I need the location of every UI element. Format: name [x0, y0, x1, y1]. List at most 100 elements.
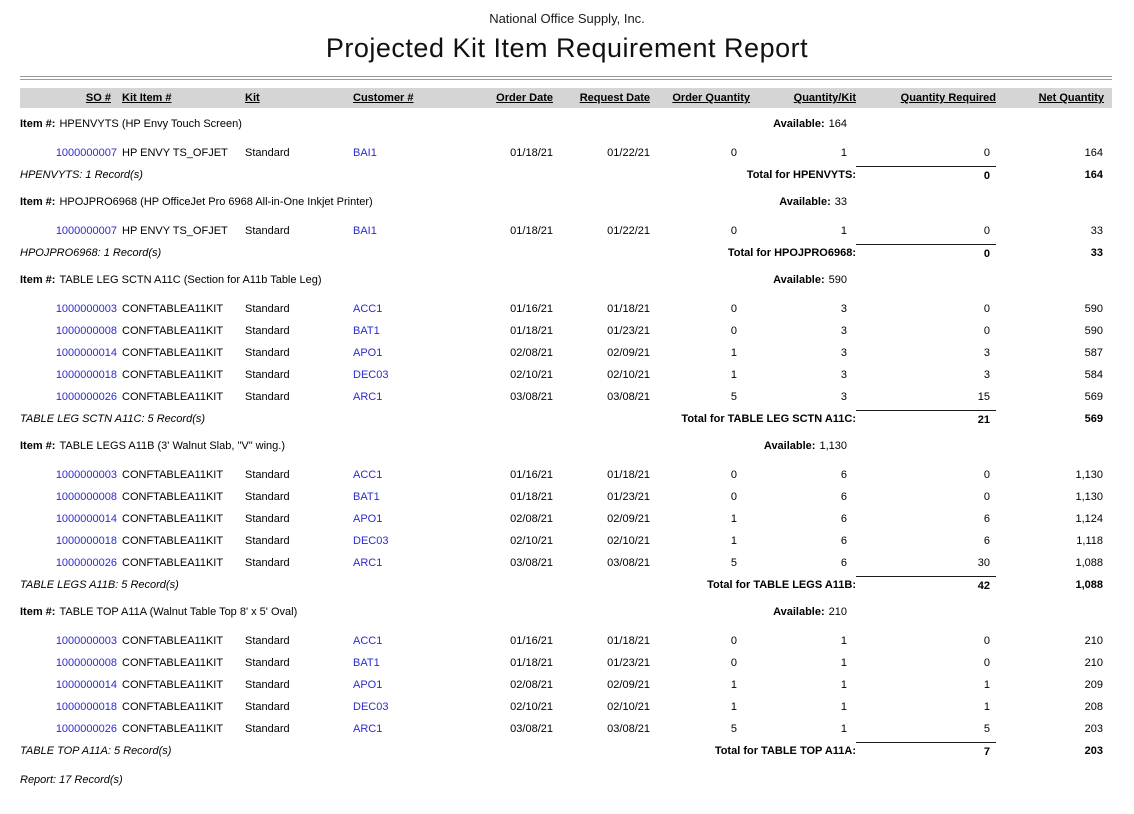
available-quantity: Available: 33 [650, 196, 856, 208]
customer-link[interactable]: APO1 [353, 347, 383, 359]
customer-link[interactable]: BAI1 [353, 225, 377, 237]
table-row: 1000000007 HP ENVY TS_OFJET Standard BAI1 01… [20, 142, 1134, 164]
so-link[interactable]: 1000000014 [55, 513, 117, 525]
group-total-row: TABLE LEGS A11B: 5 Record(s) Total for TA… [20, 574, 1134, 596]
order-quantity-cell: 1 [730, 535, 737, 547]
net-quantity-cell: 584 [1084, 369, 1103, 381]
net-quantity-cell: 210 [1084, 657, 1103, 669]
group-total-label: Total for TABLE LEG SCTN A11C: [681, 413, 856, 425]
order-date-cell: 01/16/21 [510, 303, 553, 315]
item-number-label: Item #: [20, 196, 56, 208]
customer-link[interactable]: DEC03 [353, 535, 389, 547]
company-name: National Office Supply, Inc. [489, 11, 645, 26]
table-row: 1000000026 CONFTABLEA11KIT Standard ARC1 03/… [20, 718, 1134, 740]
kit-item-cell: HP ENVY TS_OFJET [122, 147, 228, 159]
customer-link[interactable]: APO1 [353, 679, 383, 691]
quantity-per-kit-cell: 1 [840, 225, 847, 237]
so-link[interactable]: 1000000018 [55, 701, 117, 713]
quantity-per-kit-cell: 6 [840, 535, 847, 547]
order-date-cell: 02/10/21 [510, 369, 553, 381]
report-body: Item #: HPENVYTS (HP Envy Touch Screen) Av… [0, 112, 1134, 762]
customer-link[interactable]: BAI1 [353, 147, 377, 159]
group-total-net: 203 [1084, 745, 1103, 757]
kit-item-cell: CONFTABLEA11KIT [122, 535, 224, 547]
item-number-value: HPENVYTS (HP Envy Touch Screen) [59, 118, 242, 130]
quantity-per-kit-cell: 1 [840, 701, 847, 713]
item-number-value: TABLE LEG SCTN A11C (Section for A11b Ta… [59, 274, 322, 286]
col-header-net-quantity: Net Quantity [1038, 92, 1104, 104]
available-value: 590 [828, 274, 847, 286]
so-link[interactable]: 1000000014 [55, 347, 117, 359]
net-quantity-cell: 587 [1084, 347, 1103, 359]
customer-link[interactable]: ACC1 [353, 303, 383, 315]
table-row: 1000000018 CONFTABLEA11KIT Standard DEC03 02… [20, 696, 1134, 718]
customer-link[interactable]: ARC1 [353, 557, 383, 569]
customer-link[interactable]: BAT1 [353, 325, 380, 337]
kit-item-cell: CONFTABLEA11KIT [122, 491, 224, 503]
order-quantity-cell: 0 [730, 325, 737, 337]
kit-type-cell: Standard [245, 347, 290, 359]
kit-item-cell: CONFTABLEA11KIT [122, 679, 224, 691]
customer-link[interactable]: DEC03 [353, 369, 389, 381]
item-header-row: Item #: TABLE TOP A11A (Walnut Table Top … [20, 600, 1134, 624]
item-header-row: Item #: TABLE LEG SCTN A11C (Section for … [20, 268, 1134, 292]
so-link[interactable]: 1000000003 [55, 469, 117, 481]
order-quantity-cell: 0 [730, 635, 737, 647]
request-date-cell: 01/23/21 [607, 491, 650, 503]
so-link[interactable]: 1000000014 [55, 679, 117, 691]
net-quantity-cell: 1,130 [1075, 491, 1103, 503]
quantity-per-kit-cell: 1 [840, 679, 847, 691]
order-date-cell: 02/08/21 [510, 679, 553, 691]
kit-type-cell: Standard [245, 679, 290, 691]
customer-link[interactable]: ARC1 [353, 391, 383, 403]
so-link[interactable]: 1000000018 [55, 369, 117, 381]
col-header-customer: Customer # [353, 92, 414, 104]
request-date-cell: 02/09/21 [607, 679, 650, 691]
quantity-required-cell: 1 [983, 701, 990, 713]
so-link[interactable]: 1000000003 [55, 303, 117, 315]
group-total-net: 569 [1084, 413, 1103, 425]
so-link[interactable]: 1000000007 [55, 225, 117, 237]
so-link[interactable]: 1000000018 [55, 535, 117, 547]
so-link[interactable]: 1000000008 [55, 657, 117, 669]
order-quantity-cell: 5 [730, 723, 737, 735]
request-date-cell: 01/18/21 [607, 303, 650, 315]
kit-type-cell: Standard [245, 147, 290, 159]
customer-link[interactable]: APO1 [353, 513, 383, 525]
so-link[interactable]: 1000000007 [55, 147, 117, 159]
quantity-per-kit-cell: 1 [840, 635, 847, 647]
customer-link[interactable]: BAT1 [353, 491, 380, 503]
order-quantity-cell: 1 [730, 701, 737, 713]
so-link[interactable]: 1000000026 [55, 723, 117, 735]
customer-link[interactable]: BAT1 [353, 657, 380, 669]
kit-item-cell: CONFTABLEA11KIT [122, 325, 224, 337]
group-rows: 1000000003 CONFTABLEA11KIT Standard ACC1 01/… [0, 298, 1134, 408]
net-quantity-cell: 208 [1084, 701, 1103, 713]
order-date-cell: 03/08/21 [510, 723, 553, 735]
customer-link[interactable]: ARC1 [353, 723, 383, 735]
so-link[interactable]: 1000000026 [55, 557, 117, 569]
item-heading: Item #: HPOJPRO6968 (HP OfficeJet Pro 696… [20, 196, 650, 208]
customer-link[interactable]: DEC03 [353, 701, 389, 713]
quantity-required-cell: 0 [983, 657, 990, 669]
so-link[interactable]: 1000000003 [55, 635, 117, 647]
group-rows: 1000000003 CONFTABLEA11KIT Standard ACC1 01/… [0, 630, 1134, 740]
order-date-cell: 02/08/21 [510, 347, 553, 359]
item-header-row: Item #: HPENVYTS (HP Envy Touch Screen) Av… [20, 112, 1134, 136]
request-date-cell: 01/22/21 [607, 147, 650, 159]
so-link[interactable]: 1000000008 [55, 325, 117, 337]
item-number-value: HPOJPRO6968 (HP OfficeJet Pro 6968 All-i… [59, 196, 373, 208]
customer-link[interactable]: ACC1 [353, 469, 383, 481]
net-quantity-cell: 33 [1090, 225, 1103, 237]
customer-link[interactable]: ACC1 [353, 635, 383, 647]
quantity-per-kit-cell: 6 [840, 469, 847, 481]
so-link[interactable]: 1000000026 [55, 391, 117, 403]
available-label: Available: [773, 274, 825, 286]
quantity-required-cell: 0 [983, 469, 990, 481]
kit-type-cell: Standard [245, 701, 290, 713]
order-quantity-cell: 1 [730, 513, 737, 525]
page-title: Projected Kit Item Requirement Report [325, 33, 809, 63]
so-link[interactable]: 1000000008 [55, 491, 117, 503]
quantity-required-cell: 15 [977, 391, 990, 403]
quantity-required-cell: 0 [983, 491, 990, 503]
